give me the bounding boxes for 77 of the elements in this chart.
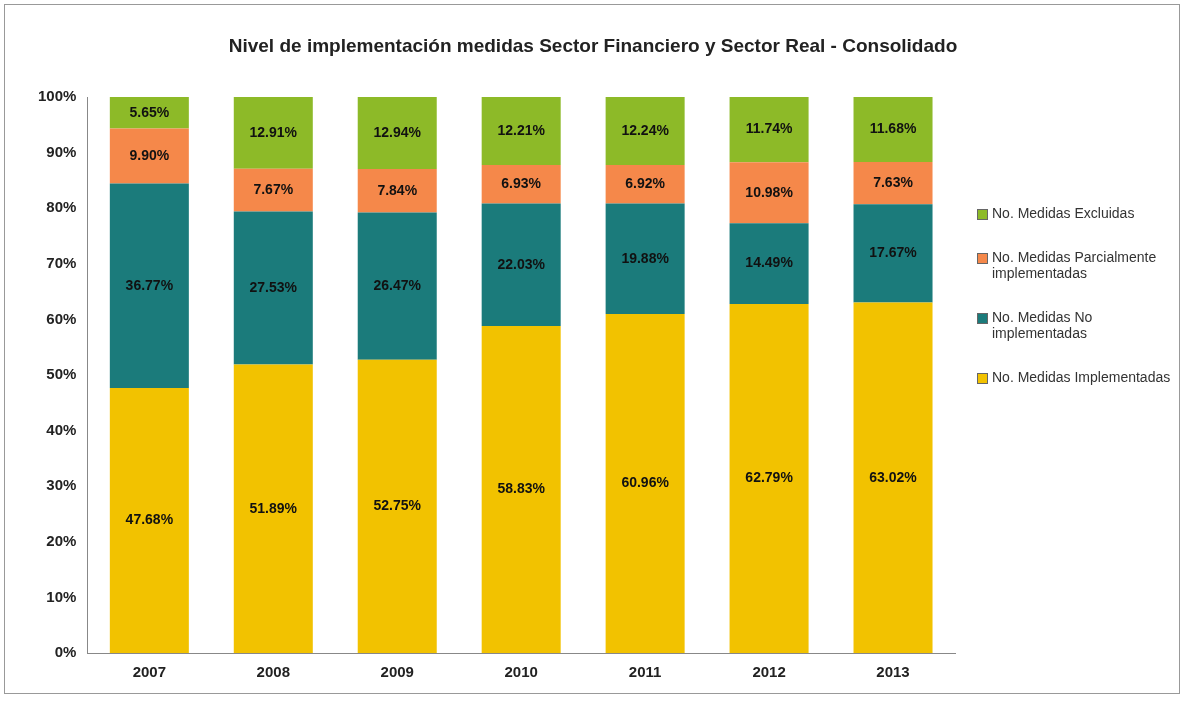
bar: [605, 165, 685, 204]
y-tick-label: 20%: [46, 531, 77, 549]
y-tick-label: 90%: [46, 142, 77, 160]
legend-label: No. Medidas Implementadas: [992, 369, 1171, 385]
data-label: 11.68%: [869, 120, 917, 137]
data-label: 19.88%: [621, 249, 670, 266]
bar: [605, 203, 685, 315]
data-label: 10.98%: [745, 183, 794, 200]
bar: [853, 302, 933, 653]
bar: [109, 183, 189, 388]
bar: [605, 97, 685, 166]
bar: [109, 387, 189, 653]
y-tick-label: 60%: [46, 309, 77, 327]
y-tick-label: 40%: [46, 420, 77, 438]
bar: [481, 203, 561, 326]
data-label: 27.53%: [249, 278, 298, 295]
chart-title: Nivel de implementación medidas Sector Financiero y Sector Real - Consolidado: [227, 35, 959, 57]
x-tick-label: 2009: [380, 663, 414, 681]
y-tick-label: 100%: [37, 87, 77, 105]
x-tick-label: 2007: [132, 663, 167, 681]
bar: [729, 162, 809, 224]
data-label: 51.89%: [249, 499, 298, 516]
data-label: 12.24%: [621, 121, 670, 138]
legend-label: No. Medidas No implementadas: [992, 309, 1094, 341]
data-label: 7.67%: [253, 180, 294, 197]
y-tick-label: 10%: [46, 587, 77, 605]
data-label: 62.79%: [745, 469, 794, 486]
bar: [357, 359, 437, 653]
data-label: 6.93%: [501, 175, 542, 192]
bar: [357, 212, 437, 360]
bar: [853, 97, 933, 162]
data-label: 26.47%: [373, 276, 422, 293]
bar: [233, 364, 313, 653]
data-label: 7.84%: [377, 181, 418, 198]
x-tick-label: 2010: [504, 663, 538, 681]
bar: [853, 204, 933, 303]
y-tick-label: 80%: [46, 198, 77, 216]
data-label: 5.65%: [129, 103, 170, 120]
x-tick-label: 2013: [876, 663, 910, 681]
bar: [481, 97, 561, 165]
y-tick-label: 0%: [54, 643, 77, 661]
legend-label: No. Medidas Parcialmente implementadas: [992, 249, 1158, 281]
x-tick-label: 2011: [628, 663, 662, 681]
data-label: 14.49%: [745, 254, 794, 271]
y-tick-label: 70%: [46, 253, 77, 271]
x-tick-label: 2008: [256, 663, 290, 681]
legend-label: No. Medidas Excluidas: [992, 205, 1135, 221]
y-tick-label: 30%: [46, 476, 77, 494]
data-label: 12.91%: [249, 123, 298, 140]
data-label: 7.63%: [873, 174, 914, 191]
data-label: 52.75%: [373, 497, 422, 514]
data-label: 6.92%: [625, 175, 666, 192]
bar: [233, 211, 313, 365]
y-tick-label: 50%: [46, 365, 77, 383]
bar: [233, 97, 313, 169]
data-label: 47.68%: [125, 511, 174, 528]
bar: [605, 314, 685, 653]
data-label: 9.90%: [129, 146, 170, 163]
data-label: 22.03%: [497, 255, 546, 272]
data-label: 58.83%: [497, 480, 546, 497]
data-label: 60.96%: [621, 474, 670, 491]
bar: [357, 168, 437, 213]
data-label: 17.67%: [869, 244, 918, 261]
bar: [729, 97, 809, 163]
data-label: 63.02%: [869, 468, 918, 485]
bar: [109, 128, 189, 184]
bar: [481, 325, 561, 653]
bar: [729, 303, 809, 653]
bar: [853, 161, 933, 205]
bar: [729, 223, 809, 304]
x-tick-label: 2012: [752, 663, 786, 681]
data-label: 11.74%: [745, 120, 793, 137]
data-label: 12.21%: [497, 121, 546, 138]
bar: [233, 168, 313, 212]
data-label: 36.77%: [125, 276, 174, 293]
data-label: 12.94%: [373, 123, 422, 140]
bar: [357, 97, 437, 169]
